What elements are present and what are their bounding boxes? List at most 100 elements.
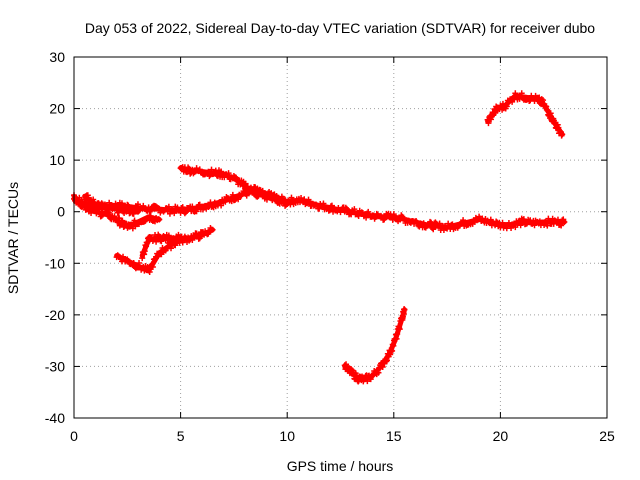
data-point [134,208,141,215]
data-point [81,202,88,209]
data-point [243,192,250,199]
data-point [512,90,519,97]
data-point [132,223,139,230]
data-point [343,205,350,212]
data-point [130,259,137,266]
data-point [147,213,154,220]
data-point [141,248,148,255]
data-point [492,109,499,116]
data-point [503,103,510,110]
data-point [326,207,333,214]
data-point [487,216,494,223]
data-point [118,203,125,210]
data-point [140,202,147,209]
data-point [178,204,185,211]
data-point [196,166,203,173]
data-point [400,215,407,222]
data-point [172,242,179,249]
data-point [153,238,160,245]
data-point [169,206,176,213]
data-point [182,209,189,216]
data-point [158,238,165,245]
data-point [375,369,382,376]
data-point [390,211,397,218]
y-tick-label: -20 [45,307,65,323]
data-point [281,197,288,204]
y-tick-label: 10 [49,152,65,168]
data-point [390,342,397,349]
data-point [367,376,374,383]
data-point [544,222,551,229]
axes [73,56,608,419]
data-point [559,131,566,138]
data-point [209,226,216,233]
data-point [420,220,427,227]
y-tick-label: 30 [49,49,65,65]
data-point [430,226,437,233]
data-point [179,204,186,211]
data-point [100,202,107,209]
data-point [160,232,167,239]
data-point [275,194,282,201]
data-point [508,225,515,232]
data-point [394,331,401,338]
series-arc-late-start [81,192,141,217]
data-point [168,245,175,252]
data-point [193,208,200,215]
data-point [531,222,538,229]
data-point [488,116,495,123]
data-point [165,203,172,210]
data-point [177,234,184,241]
data-point [485,120,492,127]
data-point [106,209,113,216]
data-point [288,194,295,201]
data-point [396,326,403,333]
data-point [229,191,236,198]
data-point [540,97,547,104]
data-point [88,210,95,217]
data-point [149,263,156,270]
data-series [71,90,568,385]
data-point [191,169,198,176]
data-point [189,237,196,244]
data-point [225,170,232,177]
data-point [351,206,358,213]
data-point [144,264,151,271]
data-point [189,203,196,210]
series-arc-negative-2h [113,225,216,275]
data-point [306,199,313,206]
data-point [111,213,118,220]
data-point [165,232,172,239]
data-point [139,255,146,262]
data-point [75,198,82,205]
data-point [146,268,153,275]
data-point [561,219,568,226]
y-tick-label: 20 [49,101,65,117]
data-point [493,218,500,225]
data-point [379,363,386,370]
data-point [164,243,171,250]
data-point [271,191,278,198]
data-point [436,220,443,227]
data-point [196,235,203,242]
series-arc-bump-8h [241,182,291,209]
data-point [252,190,259,197]
data-point [84,192,91,199]
data-point [383,358,390,365]
series-arc-high-20h [484,90,566,139]
data-point [90,196,97,203]
data-point [208,166,215,173]
x-tick-label: 15 [386,428,402,444]
data-point [125,204,132,211]
data-point [283,201,290,208]
data-point [146,208,153,215]
y-tick-label: -40 [45,410,65,426]
x-tick-label: 5 [177,428,185,444]
data-point [222,198,229,205]
data-point [284,200,291,207]
data-point [147,207,154,214]
data-point [517,222,524,229]
data-point [156,216,163,223]
data-point [505,219,512,226]
